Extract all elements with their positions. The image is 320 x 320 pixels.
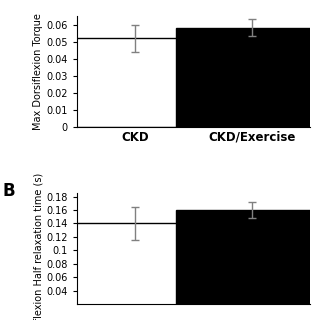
Text: B: B [2,182,15,200]
Bar [59,223,211,317]
Bar [176,210,320,317]
Y-axis label: iflexion Half relaxation time (s): iflexion Half relaxation time (s) [34,173,44,320]
Bar [176,28,320,127]
Y-axis label: Max Dorsiflexion Torque: Max Dorsiflexion Torque [34,13,44,130]
Bar [59,38,211,127]
